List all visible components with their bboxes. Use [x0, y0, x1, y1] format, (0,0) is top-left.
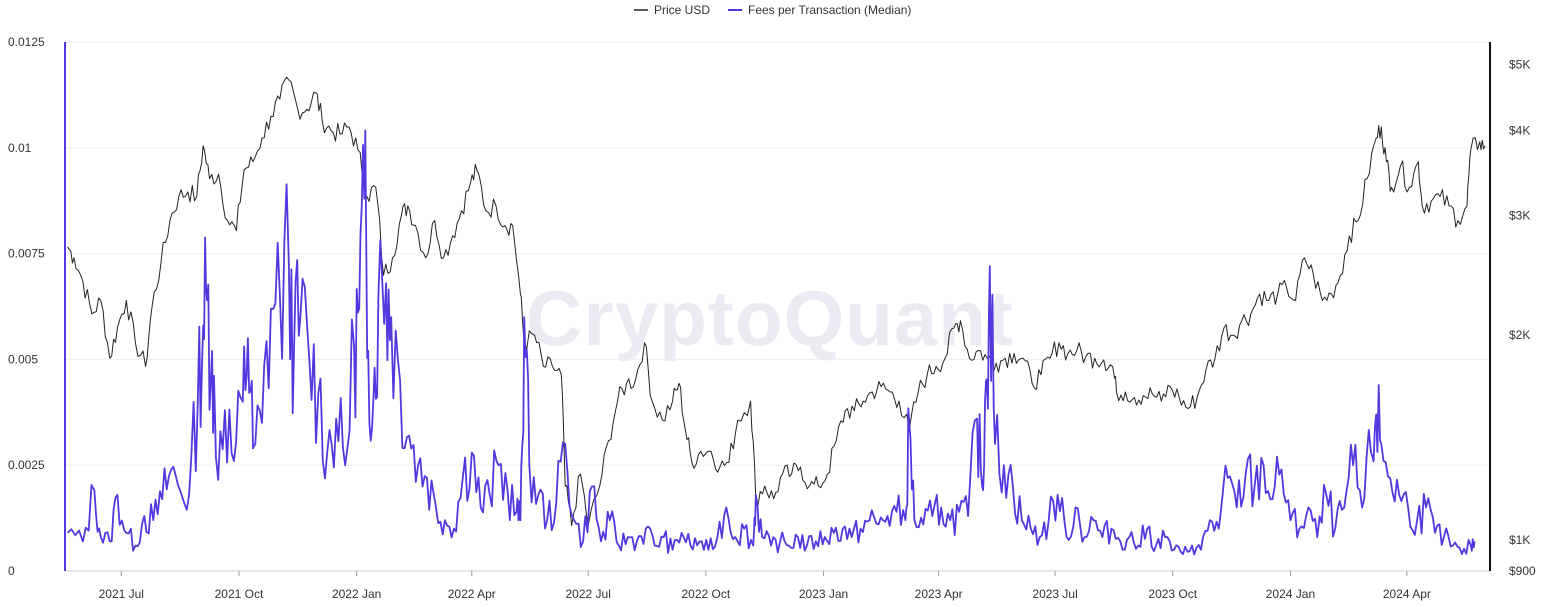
right-tick-label: $900: [1509, 564, 1536, 578]
left-tick-label: 0.0075: [8, 247, 45, 261]
left-tick-label: 0.0025: [8, 458, 45, 472]
grid: [65, 41, 1490, 466]
left-axis-ticks: 0 0.0025 0.005 0.0075 0.01 0.0125: [8, 35, 45, 578]
x-tick-label: 2021 Jul: [99, 587, 144, 601]
right-tick-label: $3K: [1509, 209, 1530, 223]
x-tick-label: 2021 Oct: [215, 587, 264, 601]
x-tick-label: 2023 Jul: [1032, 587, 1077, 601]
left-tick-label: 0.005: [8, 352, 38, 366]
x-tick-label: 2022 Jan: [332, 587, 381, 601]
x-tick-label: 2022 Apr: [448, 587, 496, 601]
legend: Price USD Fees per Transaction (Median): [634, 3, 911, 17]
right-tick-label: $2K: [1509, 328, 1530, 342]
x-tick-label: 2023 Jan: [799, 587, 848, 601]
legend-label-price: Price USD: [654, 3, 710, 17]
left-tick-label: 0.01: [8, 141, 32, 155]
x-axis-ticks: 2021 Jul 2021 Oct 2022 Jan 2022 Apr 2022 Jul…: [99, 571, 1431, 601]
series-fees-line: [66, 129, 1476, 556]
x-tick-label: 2023 Oct: [1148, 587, 1197, 601]
legend-label-fees: Fees per Transaction (Median): [748, 3, 911, 17]
left-tick-label: 0.0125: [8, 35, 45, 49]
right-tick-label: $5K: [1509, 58, 1530, 72]
x-tick-label: 2022 Oct: [682, 587, 731, 601]
watermark: CryptoQuant: [526, 274, 1014, 362]
x-tick-label: 2024 Jan: [1266, 587, 1315, 601]
right-axis-ticks: $900 $1K $2K $3K $4K $5K: [1509, 58, 1536, 578]
x-tick-label: 2023 Apr: [915, 587, 963, 601]
x-tick-label: 2024 Apr: [1383, 587, 1431, 601]
left-tick-label: 0: [8, 564, 15, 578]
axes: [64, 42, 1491, 572]
right-tick-label: $1K: [1509, 533, 1530, 547]
x-tick-label: 2022 Jul: [565, 587, 610, 601]
right-tick-label: $4K: [1509, 124, 1530, 138]
series-price-line: [67, 76, 1486, 526]
series-layer: [66, 76, 1486, 556]
